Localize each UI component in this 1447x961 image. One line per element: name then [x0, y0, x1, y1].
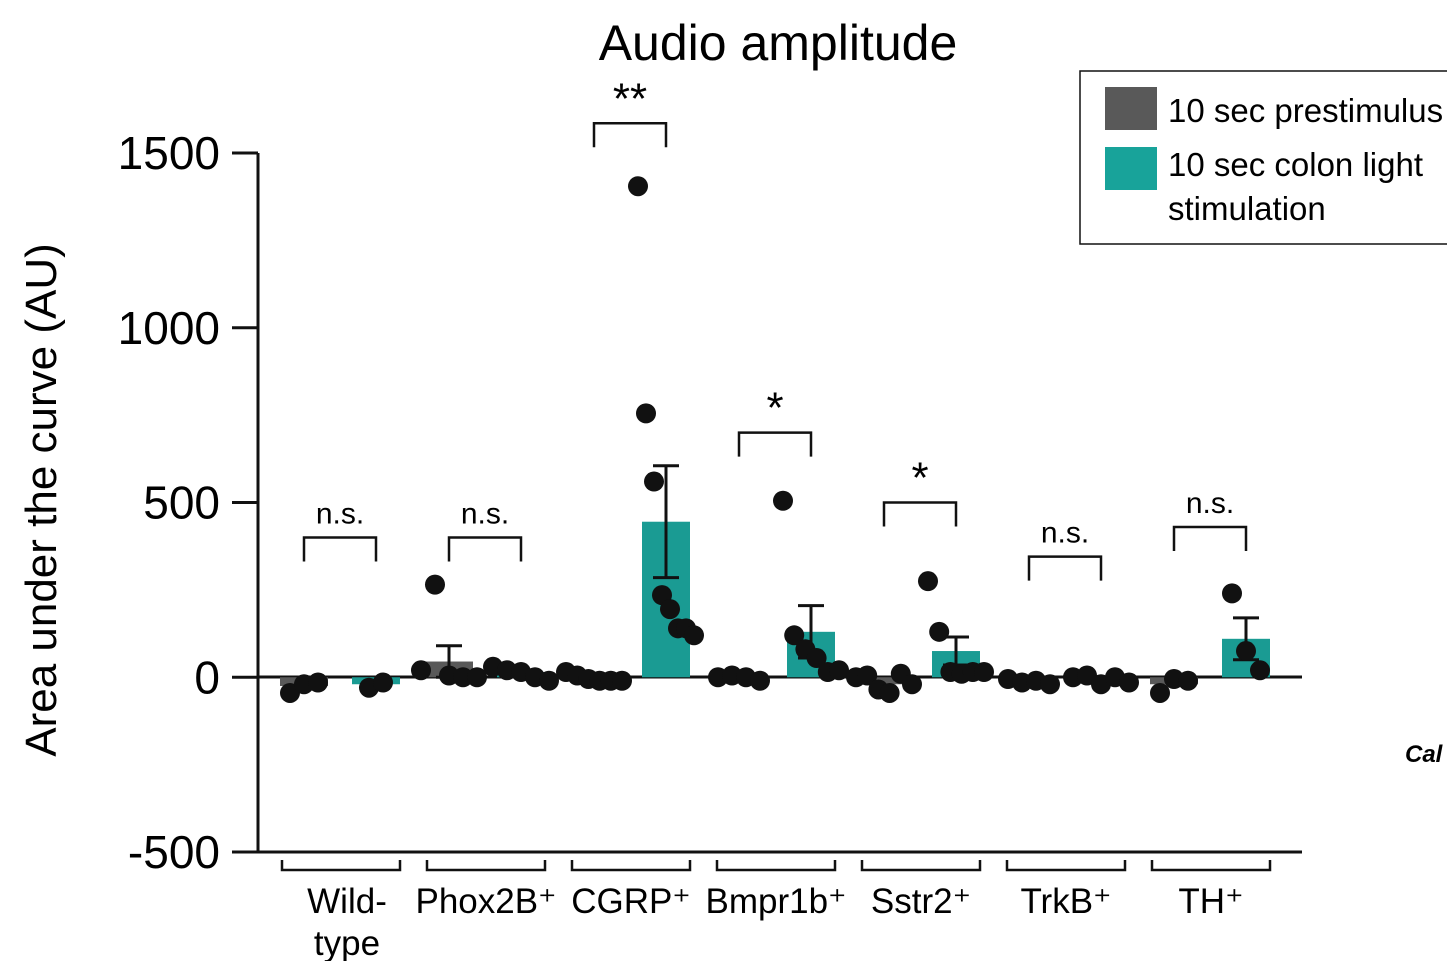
point-stimulation: [1222, 583, 1242, 604]
category-label: TrkB⁺: [1020, 882, 1111, 921]
category-label: type: [314, 924, 380, 961]
point-stimulation: [1119, 672, 1139, 693]
significance-label: **: [613, 74, 647, 123]
data-points: [280, 176, 1270, 703]
point-prestimulus: [879, 682, 900, 703]
significance-bracket: [302, 536, 378, 562]
point-prestimulus: [750, 670, 770, 691]
point-stimulation: [644, 471, 664, 492]
category-label: Bmpr1b⁺: [705, 882, 846, 921]
legend-swatch-stimulation: [1105, 147, 1157, 190]
y-tick-label: 0: [194, 651, 220, 703]
significance-label: n.s.: [461, 497, 509, 530]
significance-bracket: [882, 501, 958, 527]
bar-prestimulus: [860, 677, 908, 685]
legend-swatch-prestimulus: [1105, 87, 1157, 130]
point-prestimulus: [453, 667, 473, 688]
significance-annotations: n.s. n.s.****n.s.n.s.: [302, 74, 1248, 581]
point-stimulation: [974, 662, 994, 683]
point-stimulation: [1236, 641, 1256, 662]
legend-label-prestimulus: 10 sec prestimulus: [1168, 92, 1443, 129]
point-stimulation: [660, 599, 680, 620]
point-prestimulus: [467, 667, 487, 688]
bars: [280, 521, 1270, 686]
point-prestimulus: [308, 672, 328, 693]
group-bracket: [425, 860, 547, 872]
significance-label: *: [911, 454, 928, 503]
point-stimulation: [539, 670, 559, 691]
point-prestimulus: [1178, 670, 1198, 691]
significance-bracket: [1172, 525, 1248, 551]
point-stimulation: [929, 621, 950, 642]
y-tick-label: 1500: [118, 127, 220, 179]
significance-label: n.s.: [1041, 517, 1089, 550]
category-label: CGRP⁺: [571, 882, 691, 921]
significance-bracket: [447, 536, 523, 562]
group-bracket: [715, 860, 837, 872]
point-stimulation: [829, 660, 849, 681]
point-prestimulus: [902, 674, 922, 695]
point-prestimulus: [425, 574, 445, 595]
point-stimulation: [373, 672, 393, 693]
point-prestimulus: [857, 665, 878, 686]
y-ticks: 1500 1000 500 0 -500: [118, 127, 258, 878]
group-brackets: Wild-type Phox2B⁺ CGRP⁺ Bmpr1b⁺ Sstr2⁺ TrkB⁺ T…: [280, 860, 1272, 961]
point-stimulation: [1250, 660, 1270, 681]
point-prestimulus: [411, 660, 431, 681]
point-stimulation: [636, 403, 656, 424]
point-stimulation: [628, 176, 648, 197]
point-stimulation: [806, 648, 827, 669]
y-tick-label: 500: [143, 477, 220, 529]
legend-label-stimulation-line2: stimulation: [1168, 190, 1326, 227]
significance-bracket: [1027, 555, 1103, 581]
legend-label-stimulation-line1: 10 sec colon light: [1168, 146, 1423, 183]
significance-label: *: [766, 384, 783, 433]
category-label: Sstr2⁺: [871, 882, 971, 921]
point-prestimulus: [1040, 674, 1060, 695]
point-prestimulus: [612, 670, 632, 691]
chart-title: Audio amplitude: [599, 15, 958, 71]
group-bracket: [1005, 860, 1127, 872]
significance-label: n.s.: [316, 497, 364, 530]
y-tick-label: 1000: [118, 302, 220, 354]
significance-bracket: [737, 431, 813, 457]
group-bracket: [1150, 860, 1272, 872]
error-bars: [436, 464, 1259, 679]
panel-fragment-text: Cal: [1405, 741, 1444, 768]
legend: 10 sec prestimulus 10 sec colon light st…: [1079, 70, 1447, 245]
category-label: TH⁺: [1178, 882, 1243, 921]
point-prestimulus: [1150, 682, 1170, 703]
group-bracket: [860, 860, 982, 872]
point-stimulation: [684, 625, 704, 646]
significance-bracket: [592, 122, 668, 148]
point-stimulation: [773, 490, 793, 511]
group-bracket: [280, 860, 402, 872]
point-stimulation: [784, 625, 805, 646]
point-stimulation: [918, 571, 938, 592]
y-axis-label: Area under the curve (AU): [17, 243, 66, 757]
significance-label: n.s.: [1186, 487, 1234, 520]
category-label: Wild-: [307, 882, 387, 921]
group-bracket: [570, 860, 692, 872]
y-tick-label: -500: [128, 826, 220, 878]
category-label: Phox2B⁺: [415, 882, 556, 921]
